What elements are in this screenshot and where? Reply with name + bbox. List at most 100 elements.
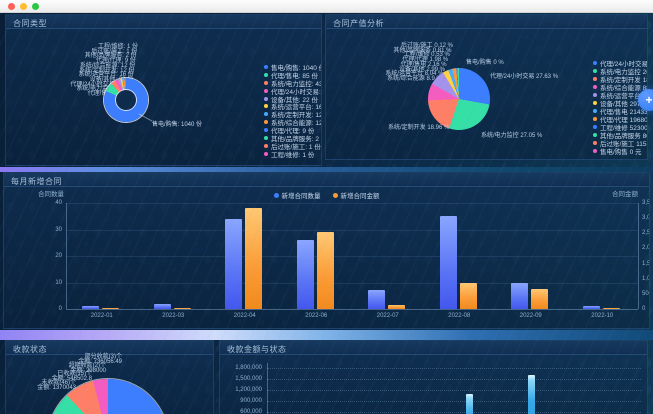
legend-item[interactable]: 代理/24小时交易 2745607 元 <box>593 59 647 68</box>
payment-amount-bar[interactable] <box>528 375 536 414</box>
bar-new-contract-count[interactable] <box>82 306 99 309</box>
legend-label: 后过账/施工 11579 元 <box>600 141 647 148</box>
legend-item[interactable]: 系统/综合能源: 12 份 <box>264 118 322 128</box>
legend-dot-icon <box>593 141 597 145</box>
panel-output-analysis: 合同产值分析 后过账/施工 0.12 % 其他/品牌服务 0.81 % 工程/维修 … <box>325 14 648 160</box>
x-axis-label: 2022-08 <box>448 313 471 319</box>
bar-new-contract-amount[interactable] <box>102 308 119 309</box>
panel-header: 收款状态 <box>6 341 213 355</box>
bar-new-contract-amount[interactable] <box>531 289 548 309</box>
legend-label: 设备/其他 297609 元 <box>600 101 647 108</box>
callout-line1: 超期收款(2)个 <box>68 363 106 369</box>
x-axis-label: 2022-07 <box>376 313 399 319</box>
legend-label: 设备/其他: 22 份 <box>271 96 318 104</box>
legend-item[interactable]: 工程/维修: 1 份 <box>264 150 321 159</box>
minimize-window-icon[interactable] <box>20 3 27 10</box>
legend-item[interactable]: 系统/定制开发 1884073 元 <box>593 75 647 84</box>
legend-item[interactable]: 工程/维修 52300 元 <box>593 123 647 132</box>
output-analysis-pie-chart[interactable] <box>428 68 490 130</box>
bar-new-contract-count[interactable] <box>582 306 600 309</box>
bar-new-contract-amount[interactable] <box>388 304 405 309</box>
legend-item[interactable]: 后过账/施工 11579 元 <box>593 139 647 148</box>
bar-new-contract-amount[interactable] <box>602 308 620 309</box>
legend-dot-icon <box>264 143 268 148</box>
legend-label: 售电/购售 0 元 <box>600 149 642 156</box>
bar-new-contract-count[interactable] <box>368 290 385 309</box>
gradient-divider <box>0 167 653 172</box>
legend-dot-icon <box>593 77 597 81</box>
legend-label: 新增合同数量 <box>281 193 321 200</box>
legend-item[interactable]: 其他/品牌服务 80200 元 <box>593 131 647 140</box>
floating-action-button[interactable]: + <box>638 89 653 111</box>
close-window-icon[interactable] <box>8 3 15 10</box>
legend-dot-icon <box>264 120 268 125</box>
pie-callout-label: 代理/代理: 9 份 <box>95 58 136 65</box>
bar-new-contract-count[interactable] <box>153 303 171 309</box>
legend-label: 系统/电力监控 2688521 元 <box>600 69 647 76</box>
legend-item[interactable]: 系统/运营平台 798700 元 <box>593 91 647 100</box>
legend-dot-icon <box>264 128 268 133</box>
pie-label-bottom-right: 系统/电力监控 27.05 % <box>481 133 543 139</box>
legend-item[interactable]: 代理/代理 196800 元 <box>593 115 647 124</box>
legend-item[interactable]: 售电/购售: 1040 份 <box>264 63 322 72</box>
left-axis-tick-label: 20 <box>55 253 62 259</box>
legend-dot-icon <box>593 109 597 113</box>
payment-amount-bar[interactable] <box>466 393 474 414</box>
bar-new-contract-amount[interactable] <box>173 307 191 309</box>
x-axis-label: 2022-10 <box>591 313 614 319</box>
x-axis-label: 2022-01 <box>90 313 113 319</box>
legend-item[interactable]: 系统/电力监控 2688521 元 <box>593 67 647 76</box>
bar-new-contract-count[interactable] <box>296 240 314 309</box>
legend-item[interactable]: 系统/定制开发: 12 份 <box>264 110 321 119</box>
maximize-window-icon[interactable] <box>32 3 39 10</box>
bar-new-contract-count[interactable] <box>511 282 528 309</box>
panel-title: 合同类型 <box>13 19 47 28</box>
bar-new-contract-amount[interactable] <box>316 231 334 309</box>
legend-dot-icon <box>593 149 597 153</box>
bar-new-contract-amount[interactable] <box>459 283 477 309</box>
legend-dot-icon <box>264 64 268 69</box>
legend-dot-icon <box>332 192 338 198</box>
callout-line2: 金额: 546502.8 <box>51 375 92 382</box>
legend-dot-icon <box>264 80 268 85</box>
legend-item[interactable]: 代理/代理: 9 份 <box>264 126 321 135</box>
callout-line2: 金额: 736056.49 <box>78 358 122 365</box>
legend-item[interactable]: 后过账/施工: 1 份 <box>264 142 321 151</box>
callout-line1: 部分收款(3)个 <box>84 354 122 360</box>
gridline-dotted <box>267 368 641 369</box>
legend-item[interactable]: 系统/综合能源 884250 元 <box>593 83 647 92</box>
legend-item[interactable]: 代理/售电 214339 元 <box>593 107 648 116</box>
legend-label: 售电/购售: 1040 份 <box>271 64 322 72</box>
right-axis-line <box>638 203 639 309</box>
gridline <box>66 203 638 204</box>
legend-item[interactable]: 系统/电力监控: 43 份 <box>264 79 321 88</box>
legend-item[interactable]: 代理/24小时交易: 30 份 <box>264 87 321 96</box>
legend-item-amount[interactable]: 新增合同金额 <box>332 190 380 200</box>
left-axis-tick-label: 0 <box>58 306 62 312</box>
legend-item[interactable]: 系统/运营平台: 16 份 <box>264 102 321 111</box>
legend-label: 代理/售电 214339 元 <box>600 109 648 116</box>
legend-item[interactable]: 设备/其他: 22 份 <box>264 95 321 104</box>
right-axis-tick-label: 3,500,000 <box>642 200 649 206</box>
contract-type-donut-chart[interactable] <box>104 78 148 122</box>
callout-line2: 金额: 1370043 <box>37 384 76 391</box>
bar-new-contract-count[interactable] <box>225 218 242 309</box>
pie-callout-label: 其他/品牌服务: 2 份 <box>84 53 137 60</box>
legend-item[interactable]: 其他/品牌服务: 2 份 <box>264 134 322 143</box>
right-axis-tick-label: 2,500,000 <box>642 230 649 237</box>
y-axis-line <box>267 363 268 414</box>
bar-new-contract-amount[interactable] <box>245 207 262 309</box>
panel-payment-status: 收款状态 部分收款(3)个 金额: 736056.49 超期收款(2)个 金额: 29… <box>5 340 214 414</box>
legend-dot-icon <box>264 135 268 140</box>
panel-header: 合同产值分析 <box>326 15 647 29</box>
y-axis-tick-label: 900,000 <box>240 398 262 404</box>
legend-item[interactable]: 代理/售电: 85 份 <box>264 71 321 80</box>
legend-item-count[interactable]: 新增合同数量 <box>273 190 321 200</box>
y-axis-tick-label: 1,200,000 <box>235 387 262 393</box>
legend-label: 其他/品牌服务: 2 份 <box>271 135 322 143</box>
legend-label: 系统/综合能源: 12 份 <box>271 120 322 128</box>
legend-item[interactable]: 售电/购售 0 元 <box>593 147 647 156</box>
bar-new-contract-count[interactable] <box>439 216 457 309</box>
legend-item[interactable]: 设备/其他 297609 元 <box>593 99 647 108</box>
